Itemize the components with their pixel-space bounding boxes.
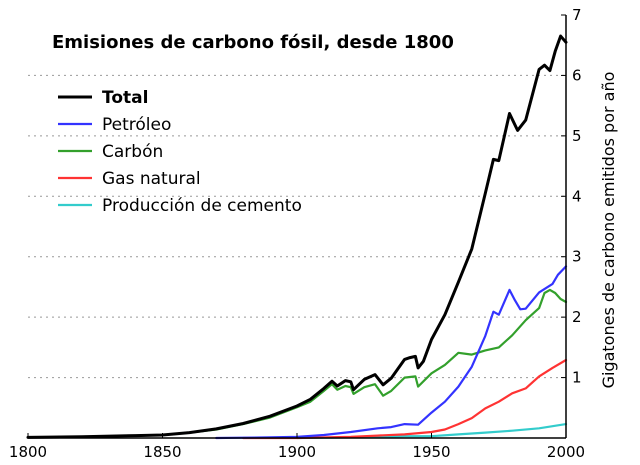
legend-label-3: Gas natural <box>102 169 201 189</box>
axes <box>28 15 567 439</box>
y-tick-label-4: 4 <box>572 187 582 205</box>
y-tick-label-1: 1 <box>572 369 582 387</box>
legend: Total Petróleo Carbón Gas natural Producción… <box>58 88 302 216</box>
legend-label-0: Total <box>102 88 148 108</box>
y-tick-label-5: 5 <box>572 127 582 145</box>
series-line-1 <box>215 265 568 440</box>
series-line-3 <box>242 358 568 440</box>
legend-label-4: Producción de cemento <box>102 196 302 216</box>
x-tick-label-1950: 1950 <box>412 443 450 461</box>
legend-label-1: Petróleo <box>102 115 171 135</box>
y-tick-label-2: 2 <box>572 308 582 326</box>
y-tick-label-7: 7 <box>572 6 582 24</box>
legend-label-2: Carbón <box>102 142 163 162</box>
chart-title: Emisiones de carbono fósil, desde 1800 <box>52 32 454 53</box>
x-tick-label-1900: 1900 <box>278 443 316 461</box>
y-tick-label-3: 3 <box>572 248 582 266</box>
x-tick-label-2000: 2000 <box>547 443 585 461</box>
x-tick-label-1800: 1800 <box>9 443 47 461</box>
series-lines <box>26 34 568 440</box>
series-line-0 <box>26 34 568 439</box>
series-line-2 <box>26 288 568 439</box>
x-tick-label-1850: 1850 <box>143 443 181 461</box>
y-axis-label: Gigatones de carbono emitidos por año <box>599 72 618 389</box>
tick-labels: 1800 1850 1900 1950 2000 1 2 3 4 5 6 7 <box>9 6 585 461</box>
y-tick-label-6: 6 <box>572 66 582 84</box>
